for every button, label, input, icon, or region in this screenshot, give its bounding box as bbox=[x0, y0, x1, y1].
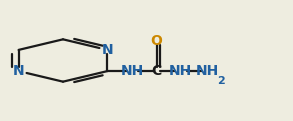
Text: N: N bbox=[102, 43, 113, 57]
Text: NH: NH bbox=[121, 64, 144, 78]
Text: NH: NH bbox=[169, 64, 192, 78]
Text: NH: NH bbox=[196, 64, 219, 78]
Text: C: C bbox=[151, 64, 162, 78]
Text: N: N bbox=[13, 64, 24, 78]
Text: 2: 2 bbox=[217, 76, 224, 86]
Text: O: O bbox=[151, 34, 163, 48]
